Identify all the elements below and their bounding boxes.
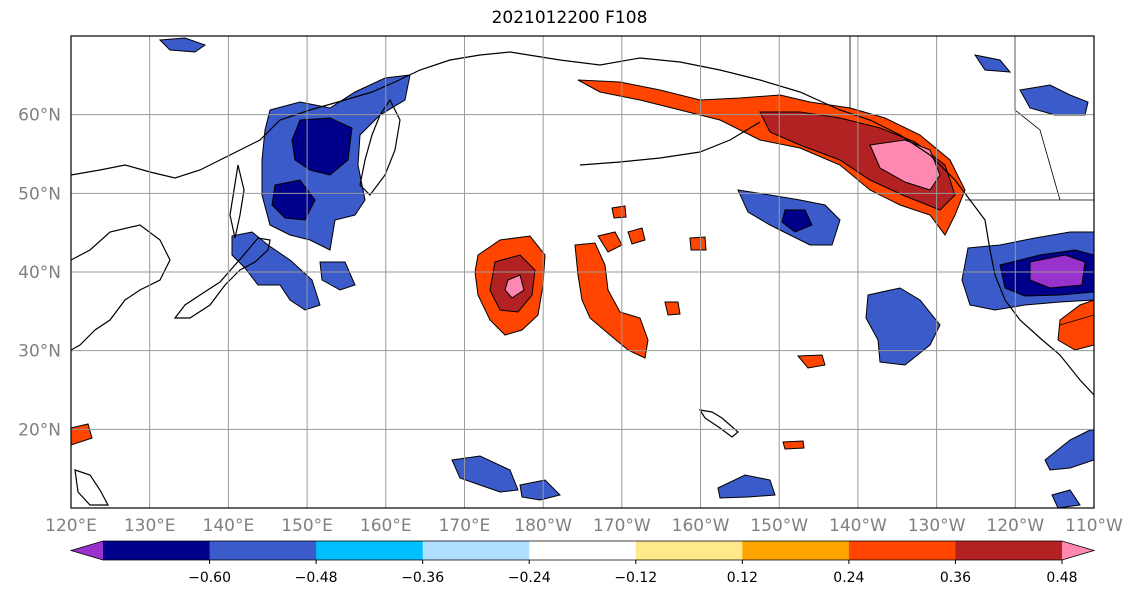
negative-region-tropical-3 [717,474,776,499]
colorbar-segment [848,541,956,560]
longitude-tick-label: 110°W [1065,516,1123,536]
colorbar-tick-label: 0.36 [940,570,971,586]
colorbar-tick-label: −0.12 [614,570,657,586]
latitude-tick-label: 40°N [18,263,61,283]
longitude-tick-label: 160°E [360,516,412,536]
longitude-tick-label: 120°W [986,516,1044,536]
longitude-tick-label: 120°E [45,516,97,536]
anomaly-fields [71,37,1094,508]
colorbar-extend-max [1062,541,1094,560]
colorbar-segment [742,541,850,560]
longitude-tick-label: 170°E [439,516,491,536]
longitude-tick-label: 140°E [203,516,255,536]
latitude-tick-label: 60°N [18,106,61,126]
latitude-tick-label: 20°N [18,420,61,440]
colorbar-extend-min [71,541,103,560]
longitude-tick-label: 160°W [672,516,730,536]
colorbar-tick-label: −0.36 [401,570,444,586]
colorbar-segment [209,541,317,560]
negative-core-ne-pacific [781,209,813,233]
positive-region-sw-us [1057,299,1094,351]
map-panel [71,36,1094,508]
colorbar-segment [103,541,211,560]
negative-region-tropical-1 [451,455,519,493]
colorbar-tick-label: 0.48 [1046,570,1077,586]
coastline-japan [173,237,271,319]
coastline-hawaii [698,409,739,438]
coastline-korea-china [71,224,171,351]
colorbar-segment [955,541,1063,560]
negative-region-arctic-canada [973,54,1012,73]
gridlines [71,36,1094,508]
colorbar: −0.60 −0.48 −0.36 −0.24 −0.12 0.12 0.24 0.36 0.4… [69,540,1096,586]
longitude-tick-label: 180°W [514,516,572,536]
colorbar-segment [422,541,530,560]
latitude-tick-label: 30°N [18,342,61,362]
latitude-tick-label: 50°N [18,184,61,204]
colorbar-segment [316,541,424,560]
colorbar-tick-label: 0.24 [833,570,864,586]
colorbar-outline [69,540,1096,561]
negative-region-tropical-5 [1051,489,1081,508]
longitude-tick-label: 150°E [281,516,333,536]
coastline-kamchatka [359,98,401,196]
colorbar-tick-label: 0.12 [727,570,758,586]
coastlines [71,51,1094,506]
positive-blob-6 [796,354,826,369]
longitude-tick-label: 150°W [750,516,808,536]
positive-region-gulf-alaska [577,79,966,236]
colorbar-segment [529,541,637,560]
positive-blob-2 [611,205,627,219]
border-us-mexico [1059,314,1094,326]
longitude-tick-label: 170°W [593,516,651,536]
coastline-asia [71,51,511,179]
map-title: 2021012200 F108 [491,8,648,28]
colorbar-tick-label: −0.48 [295,570,338,586]
negative-region-tropical-4 [1044,429,1094,471]
positive-blob-5 [664,301,681,316]
positive-peak-central [504,274,525,299]
colorbar-tick-label: −0.24 [508,570,551,586]
negative-region-kuril [319,261,356,291]
longitude-tick-label: 140°W [829,516,887,536]
longitude-tick-label: 130°W [908,516,966,536]
colorbar-tick-label: −0.60 [188,570,231,586]
longitude-labels: 120°E 130°E 140°E 150°E 160°E 170°E 180°W 170°W… [45,516,1123,536]
colorbar-segment [635,541,743,560]
latitude-labels: 20°N 30°N 40°N 50°N 60°N [18,106,61,441]
coastline-philippines [74,469,109,506]
positive-blob-4 [689,236,707,251]
positive-blob-7 [782,440,805,450]
negative-region-okhotsk-north [158,37,207,53]
longitude-tick-label: 130°E [124,516,176,536]
negative-region-alaska-interior [1019,84,1089,116]
coastline-aleutians [579,121,761,166]
coastline-alaska [509,51,1094,396]
coastline-sakhalin [229,164,245,239]
negative-region-tropical-2 [519,479,561,501]
negative-core-okhotsk-2 [271,179,316,221]
positive-blob-3 [627,227,646,245]
negative-region-subtropical [865,287,941,366]
map-frame [70,35,1095,509]
